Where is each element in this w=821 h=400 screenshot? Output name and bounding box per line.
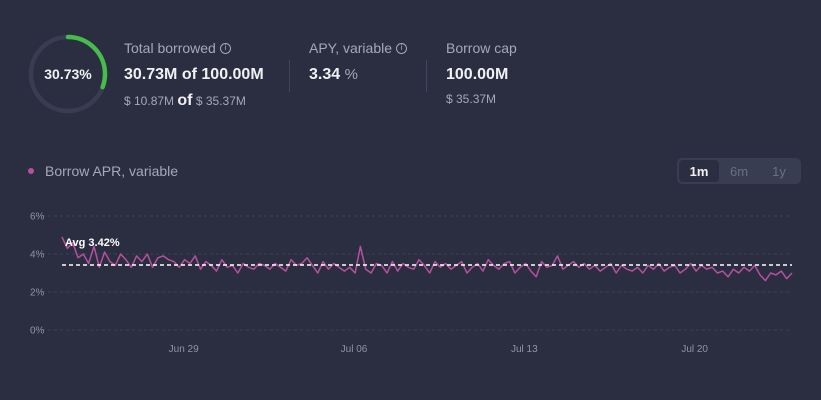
y-tick-label: 4%	[30, 250, 45, 261]
apy-unit: %	[344, 66, 358, 83]
stat-divider	[289, 60, 290, 92]
x-tick-label: Jul 06	[341, 344, 368, 355]
x-tick-label: Jul 13	[511, 344, 538, 355]
range-button-6m[interactable]: 6m	[729, 163, 749, 179]
borrow-apr-chart: 6% 4% 2% 0% Jun 29 Jul 06 Jul 13 Jul 20 Avg 3.42…	[30, 212, 793, 355]
series-line	[61, 236, 793, 282]
x-tick-label: Jul 20	[681, 344, 708, 355]
y-tick-label: 2%	[30, 288, 45, 299]
borrow-cap-stat: Borrow cap 100.00M $ 35.37M	[446, 40, 517, 106]
legend-dot-icon	[28, 168, 34, 174]
legend-label: Borrow APR, variable	[45, 163, 179, 179]
range-button-1y[interactable]: 1y	[772, 163, 786, 179]
borrowed-gauge: 30.73%	[28, 34, 108, 114]
apy-label: APY, variable	[309, 40, 393, 56]
total-borrowed-of: of	[181, 66, 197, 83]
borrow-cap-label: Borrow cap	[446, 40, 517, 56]
apy-variable-stat: APY, variable i 3.34 %	[309, 40, 408, 84]
y-tick-label: 6%	[30, 212, 45, 223]
info-circle-icon[interactable]: i	[396, 42, 408, 54]
total-borrowed-usd-amount: $ 10.87M	[124, 94, 175, 108]
x-tick-label: Jun 29	[169, 344, 199, 355]
borrow-cap-value: 100.00M	[446, 66, 509, 83]
total-borrowed-usd-of: of	[177, 92, 193, 109]
info-circle-icon[interactable]: i	[219, 42, 231, 54]
total-borrowed-amount: 30.73M	[124, 66, 178, 83]
stat-divider	[426, 60, 427, 92]
time-range-selector: 1m 6m 1y	[677, 158, 801, 184]
chart-legend: Borrow APR, variable	[28, 163, 178, 179]
total-borrowed-label: Total borrowed	[124, 40, 216, 56]
total-borrowed-cap: 100.00M	[201, 66, 264, 83]
gauge-percent-label: 30.73%	[44, 66, 92, 82]
apy-value: 3.34	[309, 66, 341, 83]
total-borrowed-usd-cap: $ 35.37M	[195, 94, 246, 108]
gauge-ring	[28, 34, 108, 114]
borrow-cap-usd: $ 35.37M	[446, 92, 497, 106]
y-tick-label: 0%	[30, 326, 45, 337]
average-label: Avg 3.42%	[65, 237, 120, 249]
range-button-1m[interactable]: 1m	[679, 160, 719, 182]
total-borrowed-stat: Total borrowed i 30.73M of 100.00M $ 10.…	[124, 40, 264, 110]
